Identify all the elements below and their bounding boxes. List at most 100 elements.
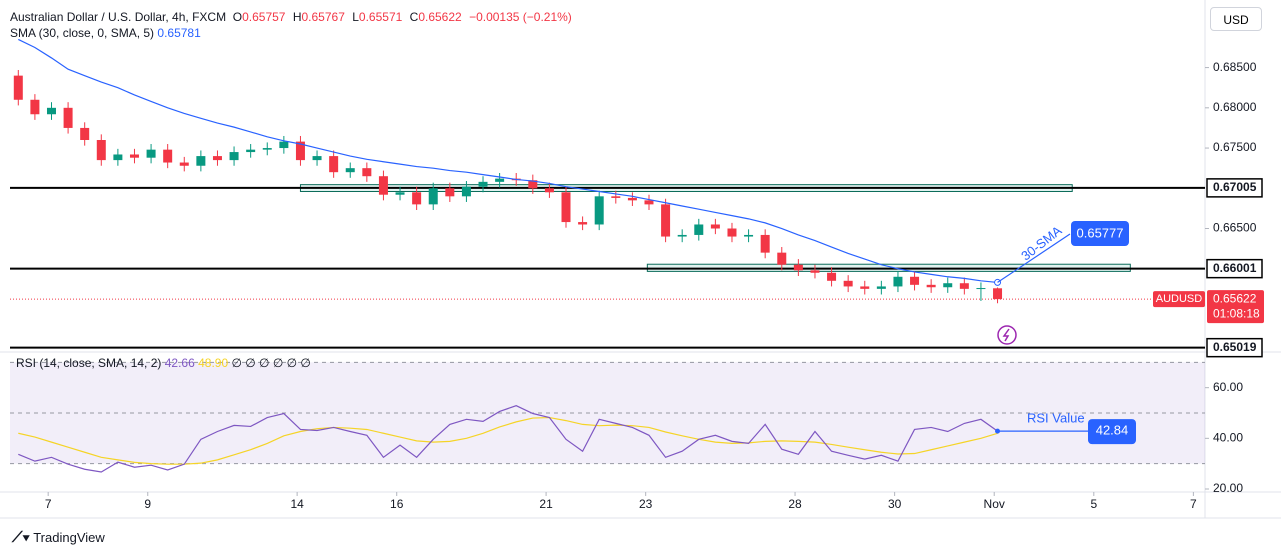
candle-body xyxy=(760,234,770,253)
candle-body xyxy=(478,181,488,187)
candle-body xyxy=(279,141,289,149)
candle-body xyxy=(943,283,953,288)
symbol-tag xyxy=(1153,291,1205,308)
price-tag-countdown: 01:08:18 xyxy=(1213,306,1260,320)
callout-text: 30-SMA xyxy=(1018,223,1064,264)
ohlc-prefix: H xyxy=(292,10,302,24)
candle-body xyxy=(843,280,853,287)
candle-body xyxy=(96,140,106,161)
change: −0.00135 (−0.21%) xyxy=(469,10,572,24)
candle-body xyxy=(495,178,505,182)
x-tick-label: 7 xyxy=(1190,497,1197,511)
candle-body xyxy=(262,148,272,150)
level-tag xyxy=(1206,178,1263,198)
candle-body xyxy=(46,107,56,115)
candle-body xyxy=(661,204,671,237)
candle-body xyxy=(744,234,754,237)
rsi-label: RSI (14, close, SMA, 14, 2) xyxy=(16,356,162,370)
candle-body xyxy=(876,286,886,289)
candle-body xyxy=(777,252,787,265)
sma-label: SMA (30, close, 0, SMA, 5) xyxy=(10,26,155,40)
x-tick-label: 5 xyxy=(1090,497,1097,511)
callout-value: 42.84 xyxy=(1096,423,1129,438)
candle-body xyxy=(793,264,803,271)
candle-body xyxy=(528,180,538,189)
candle-body xyxy=(810,270,820,273)
x-tick-label: 7 xyxy=(45,497,52,511)
candle-body xyxy=(378,176,388,195)
price-tag xyxy=(1207,290,1264,324)
ohlc-prefix: L xyxy=(352,10,359,24)
rsi-tick-label: 40.00 xyxy=(1213,431,1243,445)
header: Australian Dollar / U.S. Dollar, 4h, FXC… xyxy=(10,9,576,25)
candle-body xyxy=(544,188,554,193)
candle-body xyxy=(445,188,455,197)
candle-body xyxy=(727,228,737,237)
y-tick-label: 0.68500 xyxy=(1213,60,1257,74)
candle-body xyxy=(860,286,870,289)
candle-body xyxy=(229,152,239,161)
x-tick-label: 14 xyxy=(290,497,304,511)
ohlc-prefix: O xyxy=(232,10,243,24)
level-label: 0.66001 xyxy=(1213,261,1257,275)
rsi-legend: RSI (14, close, SMA, 14, 2) 42.66 48.90 … xyxy=(16,356,311,370)
candle-body xyxy=(146,149,156,158)
y-tick-label: 0.66500 xyxy=(1213,221,1257,235)
footer: ⟋▾ TradingView xyxy=(12,529,105,546)
x-tick-label: 21 xyxy=(539,497,553,511)
rsi-value: 42.66 xyxy=(164,356,195,370)
callout-arrow xyxy=(997,233,1071,283)
ohlc-value: 0.65622 xyxy=(418,10,462,24)
ohlc-value: 0.65757 xyxy=(242,10,286,24)
ohlc-value: 0.65767 xyxy=(301,10,345,24)
rsi-ma-value: 48.90 xyxy=(198,356,229,370)
rsi-ma-line xyxy=(18,416,998,465)
callout-text: RSI Value xyxy=(1027,411,1085,426)
candle-body xyxy=(910,276,920,285)
event-icon xyxy=(997,325,1017,345)
symbol-tag-label: AUDUSD xyxy=(1156,293,1203,305)
symbol-title: Australian Dollar / U.S. Dollar, 4h, FXC… xyxy=(10,10,227,24)
candle-body xyxy=(561,192,571,223)
candle-body xyxy=(644,200,654,205)
candle-body xyxy=(295,141,305,161)
candle-body xyxy=(710,224,720,229)
candle-body xyxy=(312,156,322,161)
level-label: 0.65019 xyxy=(1213,340,1257,354)
candle-body xyxy=(212,156,222,161)
candle-body xyxy=(196,156,206,166)
event-icon-bolt xyxy=(1002,328,1010,342)
candle-body xyxy=(578,222,588,225)
candle-body xyxy=(163,149,173,163)
price-tag-value: 0.65622 xyxy=(1213,291,1257,305)
ohlc-prefix: C xyxy=(409,10,419,24)
ohlc-value: 0.65571 xyxy=(358,10,403,24)
callout-box xyxy=(1088,419,1136,445)
candle-body xyxy=(976,288,986,290)
candle-body xyxy=(30,99,40,115)
candle-body xyxy=(246,149,256,153)
candle-body xyxy=(412,192,422,205)
candle-body xyxy=(129,154,139,158)
candle-body xyxy=(627,197,637,201)
candle-body xyxy=(395,192,405,195)
candle-body xyxy=(13,75,23,100)
candle-body xyxy=(345,168,355,173)
candle-body xyxy=(993,288,1003,300)
callout-box xyxy=(1071,221,1129,246)
x-tick-label: 23 xyxy=(639,497,653,511)
candle-body xyxy=(959,283,969,289)
x-tick-label: 9 xyxy=(144,497,151,511)
y-tick-label: 0.68000 xyxy=(1213,100,1257,114)
rsi-extra: ∅ ∅ ∅ ∅ ∅ ∅ xyxy=(231,356,311,370)
footer-brand: TradingView xyxy=(33,530,105,545)
candle-body xyxy=(893,276,903,287)
currency-button[interactable]: USD xyxy=(1210,7,1262,31)
candle-body xyxy=(611,196,621,198)
candle-body xyxy=(594,196,604,225)
sma-value: 0.65781 xyxy=(157,26,201,40)
candle-body xyxy=(80,127,90,140)
x-tick-label: 30 xyxy=(888,497,902,511)
